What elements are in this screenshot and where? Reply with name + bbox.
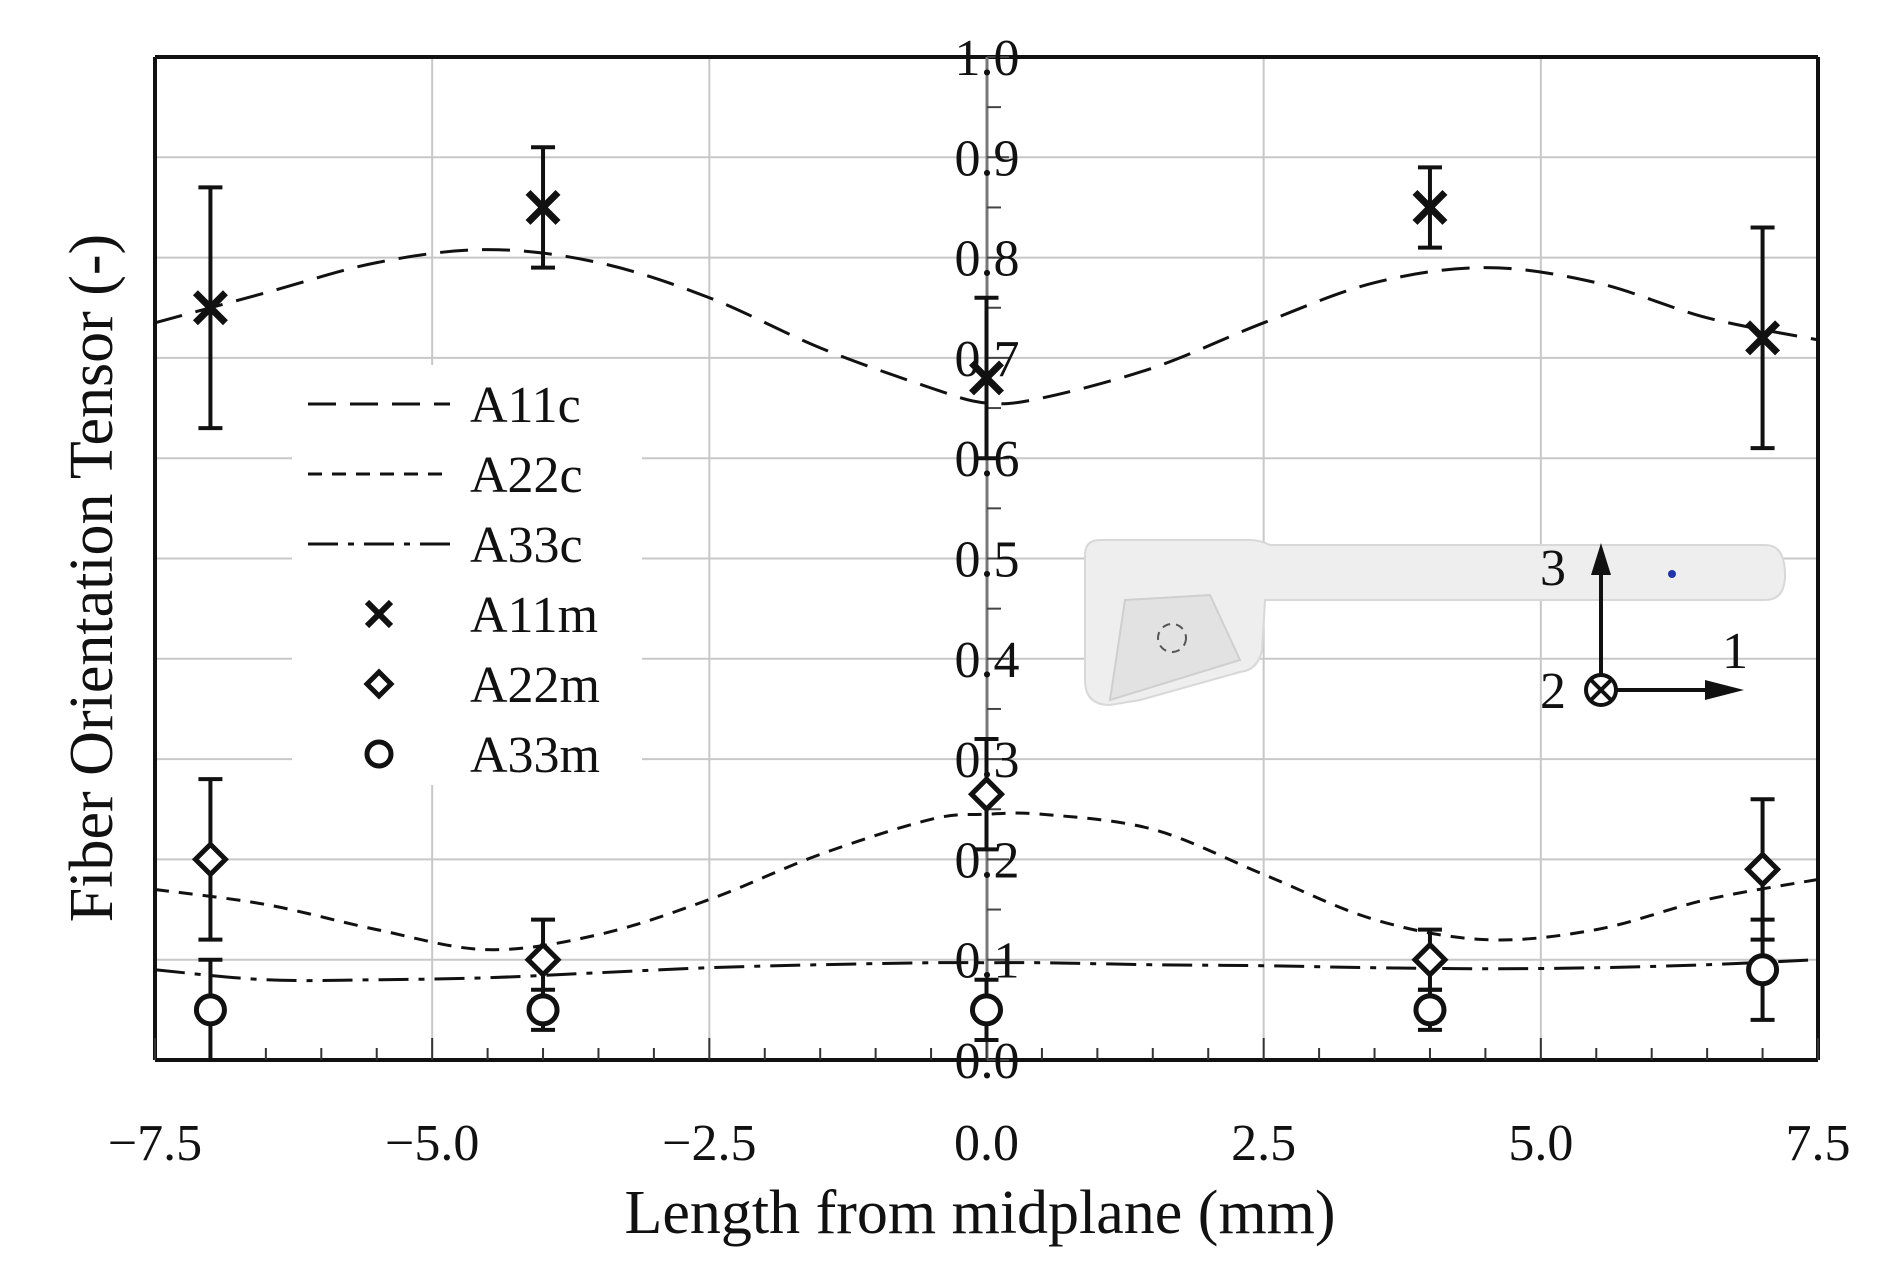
measurement-dot xyxy=(1668,570,1676,578)
x-tick-label: 5.0 xyxy=(1508,1115,1573,1172)
x-axis-title: Length from midplane (mm) xyxy=(624,1179,1335,1247)
x-tick-label: −7.5 xyxy=(108,1115,202,1172)
marker-a22m xyxy=(524,941,562,979)
x-tick-label: 7.5 xyxy=(1786,1115,1851,1172)
y-tick-label: 1.0 xyxy=(955,30,1020,87)
marker-a33m xyxy=(970,993,1003,1027)
x-tick-label: 0.0 xyxy=(954,1115,1019,1172)
marker-a11m xyxy=(525,189,561,225)
axis-2-cross-b xyxy=(1589,678,1613,702)
axis-3-label: 3 xyxy=(1540,540,1566,597)
legend-label-a33c: A33c xyxy=(470,517,583,574)
axis-3-arrowhead xyxy=(1591,543,1611,575)
x-tick-label: −5.0 xyxy=(385,1115,479,1172)
curve-a22c xyxy=(154,811,1819,952)
measurement-markers xyxy=(191,189,1782,1027)
marker-a33m xyxy=(1413,993,1447,1027)
marker-a22m xyxy=(967,775,1006,813)
y-tick-label: 0.5 xyxy=(955,532,1020,589)
axis-1-arrowhead xyxy=(1705,680,1744,700)
part-hole xyxy=(1157,623,1187,653)
y-tick-label: 0.2 xyxy=(955,832,1020,889)
marker-a11m xyxy=(192,290,228,326)
marker-a33m xyxy=(1746,953,1780,987)
legend-label-a22m: A22m xyxy=(470,657,600,714)
legend-background xyxy=(292,365,642,785)
part-inset: 3 2 1 xyxy=(1084,539,1787,720)
y-tick-label: 0.6 xyxy=(955,431,1020,488)
marker-a22m xyxy=(1411,941,1449,979)
part-body xyxy=(1084,539,1787,707)
legend-label-a11m: A11m xyxy=(470,587,598,644)
y-tick-label: 0.1 xyxy=(955,933,1020,990)
y-tick-label: 0.7 xyxy=(955,331,1020,388)
axis-1-label: 1 xyxy=(1722,623,1748,680)
axis-2-label: 2 xyxy=(1540,663,1566,720)
legend-label-a22c: A22c xyxy=(470,447,583,504)
y-tick-labels: 0.0 0.1 0.2 0.3 0.4 0.5 0.6 0.7 0.8 0.9 1.0 xyxy=(955,30,1020,1090)
legend-label-a33m: A33m xyxy=(470,727,600,784)
marker-a11m xyxy=(969,360,1004,396)
legend-marker-a22m xyxy=(363,668,395,700)
y-tick-label: 0.0 xyxy=(955,1033,1020,1090)
legend-marker-a11m xyxy=(364,599,394,629)
x-tick-label: 2.5 xyxy=(1231,1115,1296,1172)
marker-a11m xyxy=(1745,320,1781,356)
marker-a33m xyxy=(526,993,560,1027)
x-tick-labels: −7.5 −5.0 −2.5 0.0 2.5 5.0 7.5 xyxy=(108,1115,1851,1172)
legend: A11c A22c A33c A11m A22m A33m xyxy=(292,365,642,785)
marker-a22m xyxy=(191,840,229,878)
y-axis-title: Fiber Orientation Tensor (-) xyxy=(58,234,126,922)
y-tick-label: 0.3 xyxy=(955,732,1020,789)
marker-a11m xyxy=(1412,189,1448,225)
legend-marker-a33m xyxy=(364,739,394,769)
curve-a33c xyxy=(154,958,1819,983)
y-tick-label: 0.9 xyxy=(955,130,1020,187)
marker-a33m xyxy=(193,993,227,1027)
y-tick-label: 0.4 xyxy=(955,632,1020,689)
part-boss xyxy=(1108,593,1242,702)
marker-a22m xyxy=(1744,850,1782,888)
y-tick-label: 0.8 xyxy=(955,231,1020,288)
x-tick-label: −2.5 xyxy=(662,1115,756,1172)
legend-label-a11c: A11c xyxy=(470,377,581,434)
